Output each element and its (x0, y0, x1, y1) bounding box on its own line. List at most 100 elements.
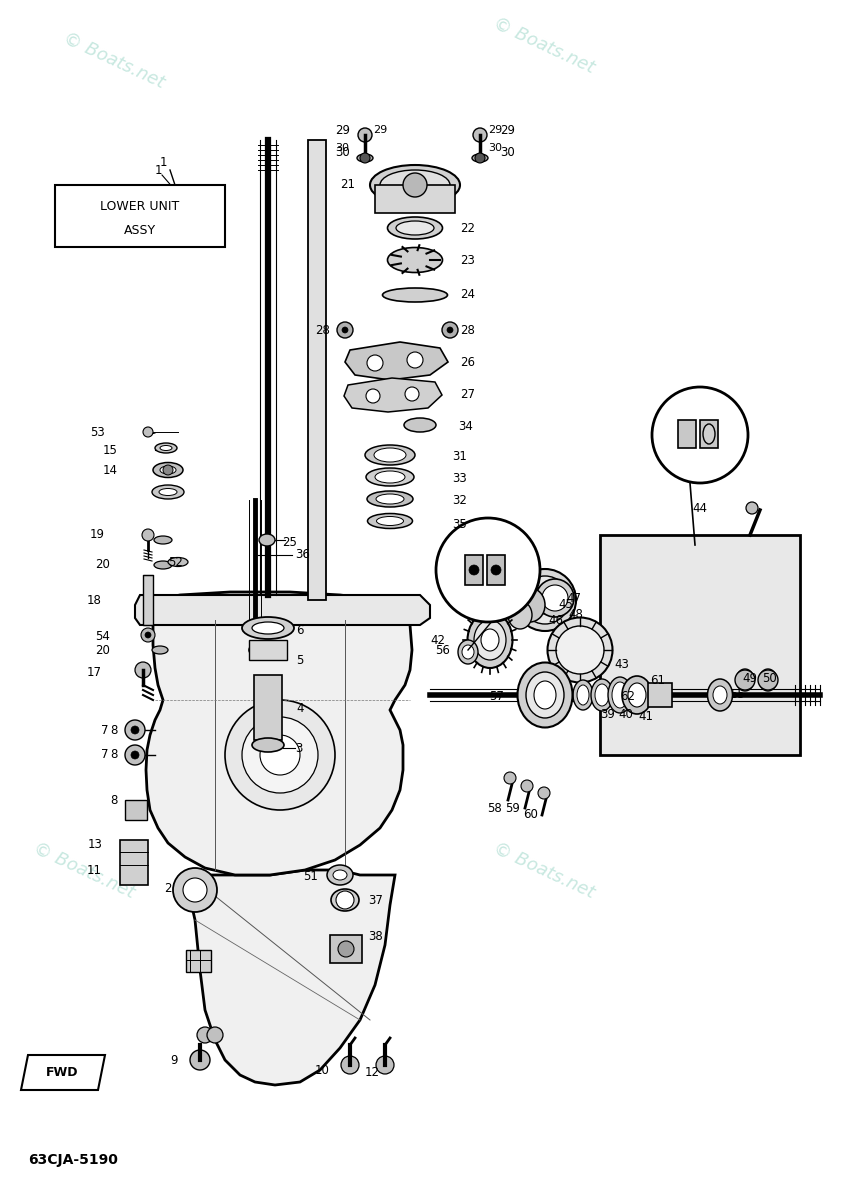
Text: 29: 29 (373, 125, 387, 134)
Ellipse shape (547, 618, 612, 683)
Text: 2: 2 (165, 882, 172, 894)
Ellipse shape (622, 676, 652, 714)
Bar (487, 554, 505, 584)
Ellipse shape (458, 640, 478, 664)
Text: 8: 8 (111, 749, 118, 762)
Circle shape (436, 518, 540, 622)
Ellipse shape (526, 672, 564, 718)
Circle shape (207, 1027, 223, 1043)
Text: 21: 21 (340, 179, 355, 192)
Circle shape (376, 1056, 394, 1074)
Circle shape (504, 772, 516, 784)
Text: 27: 27 (460, 389, 475, 402)
Text: © Boats.net: © Boats.net (490, 839, 597, 901)
Ellipse shape (481, 629, 499, 650)
Bar (600, 535, 800, 755)
Ellipse shape (380, 170, 450, 200)
Text: 8: 8 (111, 724, 118, 737)
Text: 56: 56 (435, 643, 450, 656)
Circle shape (225, 700, 335, 810)
Text: 28: 28 (460, 324, 475, 336)
Circle shape (337, 322, 353, 338)
Text: 15: 15 (103, 444, 118, 456)
Circle shape (538, 787, 550, 799)
Text: 52: 52 (168, 557, 182, 570)
Text: 1: 1 (160, 156, 167, 169)
Bar (143, 575, 153, 625)
Text: 37: 37 (368, 894, 383, 906)
Text: 28: 28 (315, 324, 330, 336)
Text: 54: 54 (95, 630, 110, 642)
Text: 11: 11 (87, 864, 102, 876)
Text: 55: 55 (730, 689, 745, 702)
Circle shape (442, 322, 458, 338)
Text: © Boats.net: © Boats.net (490, 13, 597, 77)
Ellipse shape (160, 466, 176, 474)
Text: 20: 20 (95, 643, 110, 656)
Ellipse shape (154, 536, 172, 544)
Text: 38: 38 (368, 930, 383, 942)
Text: 45: 45 (558, 598, 573, 611)
Ellipse shape (703, 424, 715, 444)
Text: 30: 30 (500, 145, 515, 158)
Polygon shape (135, 595, 430, 625)
Text: 49: 49 (742, 672, 757, 685)
Ellipse shape (531, 586, 559, 614)
Text: 30: 30 (335, 143, 349, 152)
Text: 35: 35 (452, 517, 467, 530)
Text: 51: 51 (303, 870, 318, 883)
Text: 29: 29 (500, 124, 515, 137)
Circle shape (336, 890, 354, 910)
Text: 10: 10 (315, 1063, 330, 1076)
Ellipse shape (608, 677, 632, 713)
Ellipse shape (242, 617, 294, 638)
Text: 20: 20 (95, 558, 110, 571)
Ellipse shape (508, 601, 532, 629)
Circle shape (746, 502, 758, 514)
Ellipse shape (153, 462, 183, 478)
Circle shape (475, 152, 485, 163)
Ellipse shape (252, 622, 284, 634)
Ellipse shape (374, 448, 406, 462)
Text: 34: 34 (458, 420, 473, 432)
Text: 19: 19 (90, 528, 105, 541)
Ellipse shape (152, 485, 184, 499)
Bar (375, 185, 455, 214)
Circle shape (473, 128, 487, 142)
Polygon shape (21, 1055, 105, 1090)
Circle shape (360, 152, 370, 163)
Text: 33: 33 (452, 473, 467, 486)
Ellipse shape (612, 682, 628, 708)
Bar (55, 185, 225, 247)
Ellipse shape (514, 569, 576, 631)
Circle shape (341, 1056, 359, 1074)
Ellipse shape (517, 662, 573, 727)
Text: 32: 32 (452, 494, 467, 508)
Text: 61: 61 (650, 673, 665, 686)
Circle shape (143, 427, 153, 437)
Ellipse shape (252, 738, 284, 752)
Ellipse shape (468, 612, 512, 668)
Ellipse shape (736, 670, 754, 691)
Circle shape (735, 670, 755, 690)
Text: 48: 48 (568, 607, 583, 620)
Text: 29: 29 (488, 125, 502, 134)
Text: 58: 58 (487, 802, 502, 815)
Text: 23: 23 (460, 253, 475, 266)
Ellipse shape (159, 488, 177, 496)
Circle shape (338, 941, 354, 958)
Text: 12: 12 (365, 1066, 380, 1079)
Ellipse shape (383, 288, 447, 302)
Text: 1: 1 (155, 163, 162, 176)
Ellipse shape (534, 680, 556, 709)
Circle shape (145, 632, 151, 638)
Circle shape (197, 1027, 213, 1043)
Ellipse shape (259, 534, 275, 546)
Circle shape (131, 751, 139, 758)
Text: ASSY: ASSY (124, 223, 156, 236)
Text: 24: 24 (460, 288, 475, 301)
Bar (648, 683, 672, 707)
Ellipse shape (536, 578, 574, 617)
Text: 18: 18 (87, 594, 102, 606)
Text: 9: 9 (171, 1054, 178, 1067)
